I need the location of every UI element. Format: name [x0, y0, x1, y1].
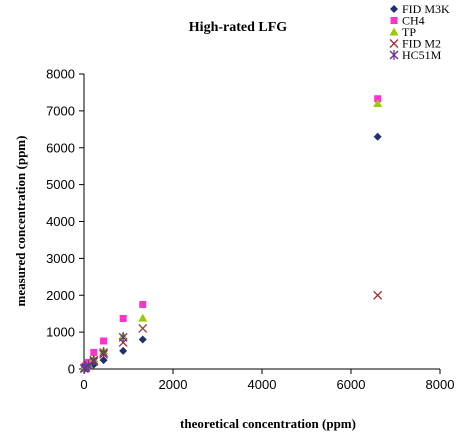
data-point: [89, 355, 99, 366]
legend-label: TP: [402, 25, 416, 39]
legend-label: FID M2: [402, 37, 441, 51]
legend-label: FID M3K: [402, 2, 450, 16]
y-tick-label: 6000: [46, 140, 75, 155]
y-axis-title: measured concentration (ppm): [13, 136, 28, 307]
series-3: [79, 290, 383, 374]
tick-labels: 0 2000 4000 6000 8000 0 1000 2000 3000 4000 5000 60…: [46, 67, 454, 393]
y-tick-label: 8000: [46, 67, 75, 82]
data-point: [100, 337, 108, 345]
data-point: [119, 346, 128, 355]
y-tick-label: 1000: [46, 325, 75, 340]
x-tick-label: 0: [80, 377, 87, 392]
series-4: [79, 332, 128, 374]
legend-marker: [389, 27, 399, 36]
series-1: [80, 95, 382, 372]
y-tick-label: 5000: [46, 177, 75, 192]
x-tick-label: 8000: [426, 377, 455, 392]
data-point: [373, 132, 382, 141]
data-point: [373, 290, 383, 300]
data-point: [138, 323, 148, 333]
data-point: [138, 335, 147, 344]
y-tick-label: 3000: [46, 251, 75, 266]
series-2: [79, 99, 383, 372]
legend-marker: [390, 5, 398, 13]
axes: [79, 73, 441, 374]
chart-title: High-rated LFG: [189, 20, 287, 35]
y-tick-label: 4000: [46, 214, 75, 229]
data-point: [90, 348, 98, 356]
x-axis-title: theoretical concentration (ppm): [180, 416, 356, 431]
legend-marker: [389, 39, 399, 48]
data-point: [373, 99, 383, 107]
data-point: [99, 347, 109, 358]
legend-marker: [390, 17, 398, 24]
data-point: [139, 300, 147, 308]
y-tick-label: 2000: [46, 288, 75, 303]
y-tick-label: 0: [68, 362, 75, 377]
x-tick-label: 4000: [248, 377, 277, 392]
legend-marker: [389, 50, 399, 60]
data-point: [99, 356, 108, 365]
x-tick-label: 6000: [337, 377, 366, 392]
data-points: [79, 95, 383, 374]
legend-label: CH4: [402, 14, 425, 28]
data-point: [138, 313, 148, 322]
y-axis-title-group: measured concentration (ppm): [13, 136, 28, 307]
data-point: [374, 95, 382, 103]
legend-label: HC51M: [402, 48, 442, 62]
data-point: [119, 314, 127, 322]
data-point: [118, 332, 128, 343]
x-tick-label: 2000: [159, 377, 188, 392]
y-tick-label: 7000: [46, 103, 75, 118]
